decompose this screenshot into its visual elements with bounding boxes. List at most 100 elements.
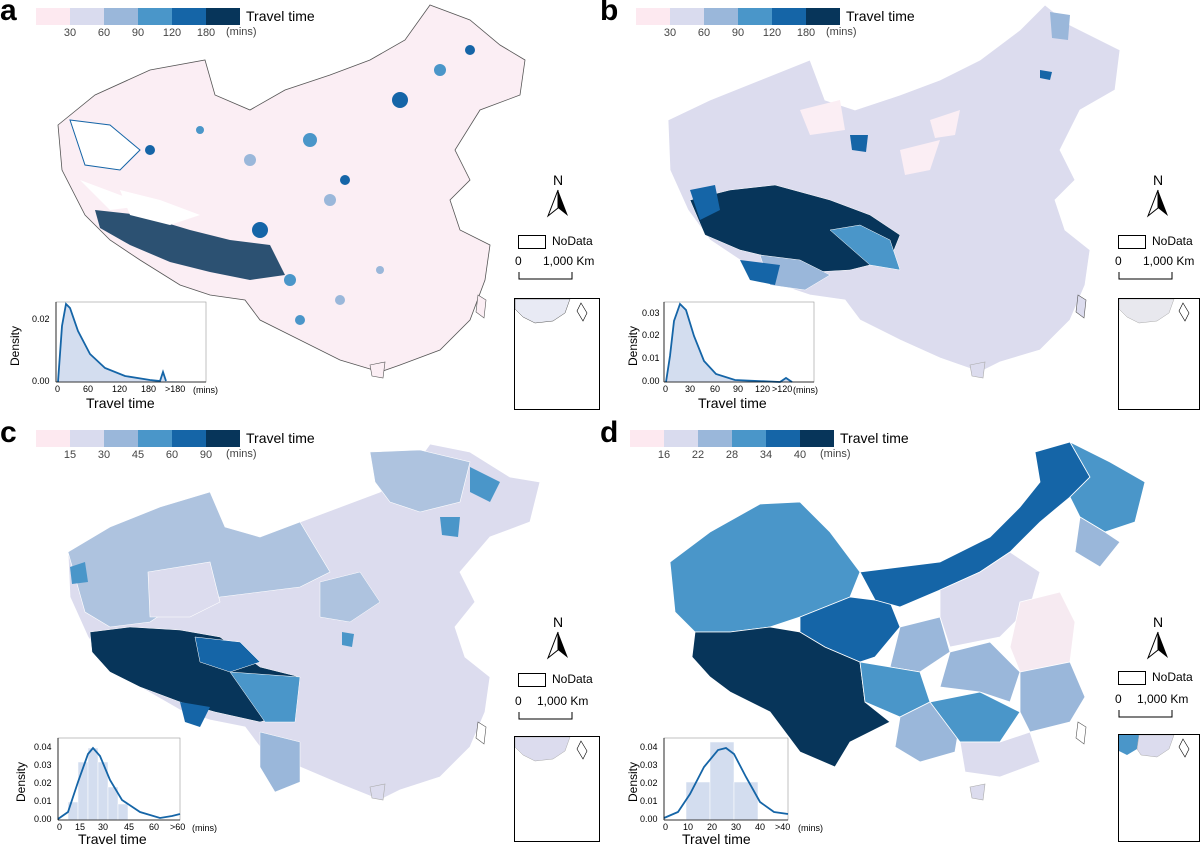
- nodata-legend: NoData: [1118, 670, 1193, 685]
- legend-tick: 30: [663, 27, 677, 39]
- xtick: 30: [98, 822, 109, 832]
- north-arrow: N: [1143, 614, 1173, 663]
- north-arrow: N: [543, 172, 573, 221]
- panel-a: a Travel time 30 60 90 120 180 (mins) N …: [0, 0, 600, 422]
- xtick: 0: [57, 822, 63, 832]
- scale-bar-line: [1118, 272, 1173, 280]
- ytick: 0.01: [640, 796, 658, 806]
- legend-units: (mins): [226, 448, 257, 460]
- density-units: (mins): [193, 385, 218, 395]
- scale-bar: 0 1,000 Km: [515, 254, 605, 288]
- south-china-sea-inset: [1118, 298, 1200, 410]
- north-arrow-icon: [546, 189, 568, 218]
- legend-tick: 30: [63, 27, 77, 39]
- ytick: 0.02: [640, 778, 658, 788]
- xtick: >120: [772, 384, 793, 394]
- legend-tick: 90: [131, 27, 145, 39]
- density-ylabel: Density: [8, 325, 22, 366]
- inset-map: [1119, 734, 1190, 758]
- density-ylabel: Density: [626, 325, 640, 366]
- nodata-label: NoData: [552, 672, 593, 686]
- inset-map: [514, 736, 588, 762]
- scale-label: 1,000 Km: [1143, 254, 1195, 268]
- xtick: 60: [710, 384, 721, 394]
- legend-title: Travel time: [246, 430, 315, 446]
- ytick: 0.00: [642, 376, 660, 386]
- north-arrow-icon: [546, 631, 568, 660]
- legend-swatch: [704, 8, 738, 25]
- legend-tick: 180: [196, 27, 216, 39]
- xtick: 15: [75, 822, 86, 832]
- density-plot: Density 0.03 0.02 0.01 0.00 0 30 60 90 1…: [600, 296, 840, 416]
- xtick: 60: [83, 384, 94, 394]
- legend-swatch: [664, 430, 698, 447]
- density-plot: Density 0.04 0.03 0.02 0.01 0.00 0 15 30…: [0, 732, 240, 847]
- north-label: N: [552, 614, 564, 630]
- ytick: 0.00: [34, 814, 52, 824]
- china-map-grid: [57, 4, 526, 379]
- legend-swatch: [104, 8, 138, 25]
- density-xlabel: Travel time: [78, 831, 147, 847]
- legend-units: (mins): [226, 26, 257, 38]
- legend-swatch: [104, 430, 138, 447]
- legend-tick: 30: [97, 449, 111, 461]
- north-arrow: N: [543, 614, 573, 663]
- legend-swatch: [172, 430, 206, 447]
- nodata-swatch: [518, 234, 546, 249]
- legend-title: Travel time: [840, 430, 909, 446]
- legend-units: (mins): [826, 26, 857, 38]
- nodata-label: NoData: [1152, 234, 1193, 248]
- density-plot: Density 0.02 0.00 0 60 120 180 >180 (min…: [0, 296, 240, 416]
- xtick: 45: [124, 822, 135, 832]
- xtick: >60: [170, 822, 186, 832]
- panel-label: b: [600, 0, 619, 27]
- nodata-legend: NoData: [518, 234, 593, 249]
- scale-label: 1,000 Km: [537, 694, 589, 708]
- panel-d: d Travel time 16 22 28 34 40 (mins) N No…: [600, 416, 1200, 847]
- legend-color-bar: [636, 8, 840, 25]
- scale-zero: 0: [1115, 254, 1122, 268]
- legend-swatch: [206, 8, 240, 25]
- xtick: 30: [731, 822, 742, 832]
- south-china-sea-inset: [514, 736, 600, 842]
- legend-swatch: [766, 430, 800, 447]
- panel-label: a: [0, 0, 17, 27]
- ytick: 0.03: [642, 308, 660, 318]
- legend-tick: 40: [793, 449, 807, 461]
- legend-color-bar: [630, 430, 834, 447]
- xtick: >40: [775, 822, 791, 832]
- xtick: 120: [112, 384, 128, 394]
- density-chart: [663, 301, 815, 383]
- xtick: 120: [755, 384, 771, 394]
- ytick: 0.02: [32, 314, 50, 324]
- panel-label: c: [0, 416, 17, 449]
- china-map-cities: [67, 443, 541, 801]
- density-chart: [57, 737, 181, 821]
- legend-tick: 60: [165, 449, 179, 461]
- ytick: 0.04: [34, 742, 52, 752]
- scale-bar: 0 1,000 Km: [1115, 254, 1200, 288]
- south-china-sea-inset: [1118, 734, 1200, 842]
- ytick: 0.01: [642, 353, 660, 363]
- north-label: N: [1152, 172, 1164, 188]
- legend-swatch: [800, 430, 834, 447]
- density-units: (mins): [798, 823, 823, 833]
- legend-color-bar: [36, 430, 240, 447]
- legend-swatch: [206, 430, 240, 447]
- xtick: 60: [149, 822, 160, 832]
- legend-swatch: [138, 430, 172, 447]
- ytick: 0.00: [640, 814, 658, 824]
- density-xlabel: Travel time: [86, 395, 155, 411]
- legend-swatch: [636, 8, 670, 25]
- scale-bar-line: [1118, 710, 1173, 718]
- legend-tick: 22: [691, 449, 705, 461]
- legend-tick: 15: [63, 449, 77, 461]
- ytick: 0.00: [32, 376, 50, 386]
- legend-tick: 90: [731, 27, 745, 39]
- legend-tick: 45: [131, 449, 145, 461]
- legend-swatch: [138, 8, 172, 25]
- nodata-swatch: [1118, 234, 1146, 249]
- legend-swatch: [772, 8, 806, 25]
- nodata-swatch: [1118, 670, 1146, 685]
- ytick: 0.02: [642, 330, 660, 340]
